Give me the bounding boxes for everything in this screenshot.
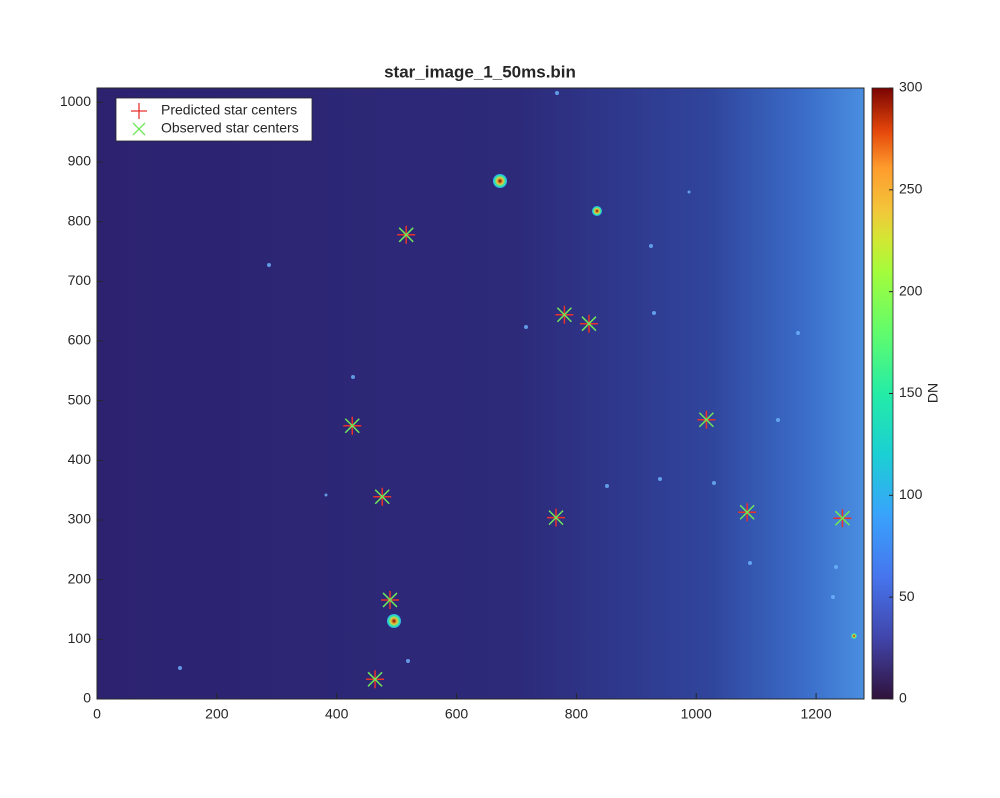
y-tick-label: 1000 — [60, 93, 91, 109]
x-tick-label: 600 — [445, 706, 469, 722]
colorbar-tick-label: 250 — [899, 181, 923, 197]
legend-label: Observed star centers — [161, 120, 299, 136]
saturated-star — [387, 614, 401, 628]
y-tick-label: 600 — [68, 332, 92, 348]
star-marker — [398, 227, 414, 243]
star-marker — [344, 418, 360, 434]
legend-label: Predicted star centers — [161, 102, 297, 118]
image — [97, 88, 864, 699]
x-tick-label: 1000 — [681, 706, 712, 722]
star-marker — [374, 489, 390, 505]
y-tick-label: 700 — [68, 272, 92, 288]
colorbar-tick-label: 150 — [899, 384, 923, 400]
y-tick-label: 300 — [68, 511, 92, 527]
x-tick-label: 400 — [325, 706, 349, 722]
colorbar-tick-label: 50 — [899, 588, 915, 604]
y-tick-label: 200 — [68, 570, 92, 586]
y-tick-label: 100 — [68, 630, 92, 646]
colorbar-label: DN — [925, 383, 941, 403]
x-tick-label: 0 — [93, 706, 101, 722]
x-tick-label: 800 — [565, 706, 589, 722]
image-stars — [178, 91, 838, 670]
star-marker — [834, 510, 850, 526]
y-tick-label: 900 — [68, 153, 92, 169]
x-tick-label: 1200 — [800, 706, 831, 722]
star-marker — [698, 412, 714, 428]
colorbar-tick-label: 200 — [899, 282, 923, 298]
star-marker — [581, 316, 597, 332]
legend-symbol — [132, 122, 146, 136]
star-marker — [548, 510, 564, 526]
star-marker — [739, 504, 755, 520]
star-marker — [367, 671, 383, 687]
chart-title: star_image_1_50ms.bin — [384, 62, 576, 81]
saturated-star — [592, 206, 602, 216]
saturated-star — [493, 174, 507, 188]
colorbar-tick-label: 0 — [899, 690, 907, 706]
y-tick-label: 0 — [83, 690, 91, 706]
colorbar-tick-label: 100 — [899, 486, 923, 502]
colorbar-tick-label: 300 — [899, 79, 923, 95]
x-tick-label: 200 — [205, 706, 229, 722]
y-tick-label: 400 — [68, 451, 92, 467]
star-marker — [556, 307, 572, 323]
legend-symbol — [131, 103, 147, 119]
legend — [115, 97, 313, 142]
star-marker — [382, 592, 398, 608]
saturated-star — [851, 633, 857, 639]
y-tick-label: 500 — [68, 391, 92, 407]
plot-frame — [96, 87, 865, 700]
y-tick-label: 800 — [68, 212, 92, 228]
